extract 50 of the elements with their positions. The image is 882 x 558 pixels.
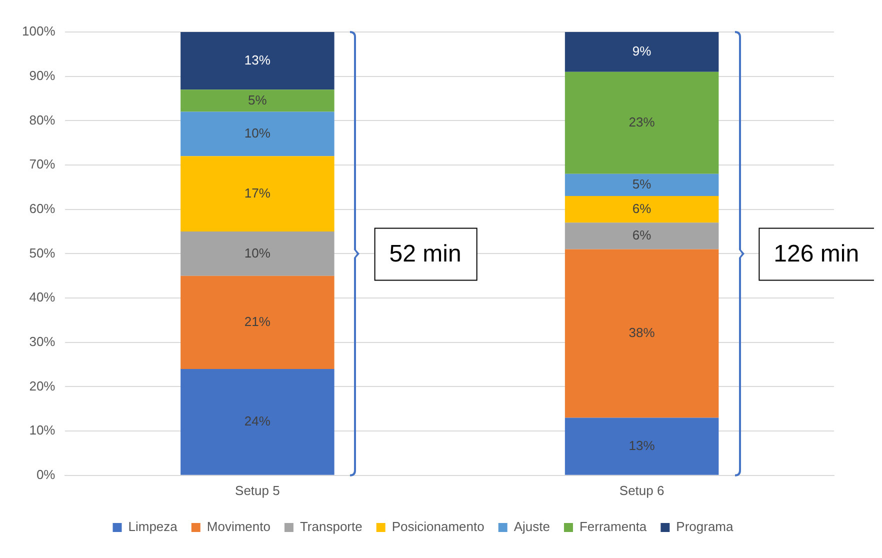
data-label: 13% — [628, 438, 656, 453]
bar — [564, 418, 719, 475]
legend-label: Posicionamento — [392, 519, 484, 534]
x-tick-label: Setup 6 — [619, 482, 664, 498]
y-tick-label: 10% — [29, 422, 56, 438]
data-label: 6% — [632, 228, 652, 243]
y-tick-label: 0% — [36, 466, 56, 482]
y-tick-label: 90% — [29, 68, 56, 83]
data-label: 10% — [244, 245, 271, 260]
annotation: 126 min — [774, 240, 860, 268]
bar — [180, 156, 334, 232]
y-tick-label: 80% — [29, 112, 56, 128]
y-tick-label: 70% — [29, 156, 56, 172]
bar — [564, 196, 719, 223]
data-label: 38% — [628, 325, 656, 340]
data-label: 10% — [244, 126, 271, 141]
legend-label: Programa — [676, 519, 734, 534]
y-tick-label: 50% — [29, 245, 56, 260]
bar — [564, 174, 719, 196]
bar — [564, 32, 719, 72]
data-label: 21% — [244, 314, 271, 330]
legend-label: Ajuste — [514, 519, 550, 534]
bar — [180, 232, 334, 276]
legend-label: Limpeza — [128, 519, 178, 534]
data-label: 5% — [632, 176, 652, 192]
data-label: 5% — [248, 92, 268, 108]
y-tick-label: 40% — [29, 290, 56, 305]
y-tick-label: 100% — [22, 24, 56, 39]
y-tick-label: 20% — [29, 378, 56, 394]
bar — [180, 368, 334, 475]
legend-label: Ferramenta — [579, 519, 648, 534]
data-label: 6% — [632, 200, 652, 216]
data-label: 17% — [244, 185, 271, 200]
annotation: 52 min — [389, 240, 462, 268]
bar — [180, 112, 334, 156]
data-label: 24% — [244, 414, 271, 429]
data-label: 13% — [244, 52, 271, 68]
bar — [564, 249, 719, 418]
bar — [180, 90, 334, 112]
x-tick-label: Setup 5 — [235, 482, 280, 498]
bar — [564, 72, 719, 174]
bar — [180, 276, 334, 369]
legend-label: Transporte — [300, 519, 362, 534]
data-label: 23% — [628, 114, 656, 130]
legend-label: Movimento — [206, 519, 270, 534]
bar — [180, 32, 334, 90]
y-tick-label: 60% — [29, 200, 56, 216]
bar — [564, 222, 719, 250]
data-label: 9% — [632, 44, 652, 59]
y-tick-label: 30% — [29, 334, 56, 349]
